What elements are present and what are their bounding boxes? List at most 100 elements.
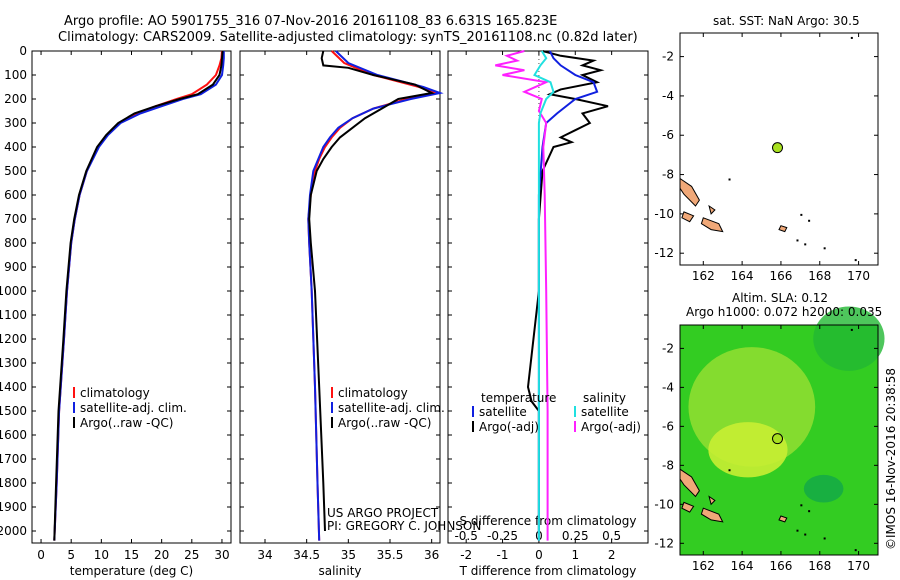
islet-dot	[823, 247, 826, 250]
island-shape	[700, 217, 724, 233]
depth-tick-label: 0	[19, 44, 27, 58]
islet-dot	[804, 243, 807, 246]
series-line-s-argo	[495, 50, 550, 541]
island-shape	[700, 507, 724, 523]
x-axis-label: salinity	[318, 564, 361, 578]
island-shape	[708, 204, 716, 215]
depth-tick-label: 600	[4, 188, 27, 202]
legend-title-salinity: salinity	[583, 391, 626, 405]
depth-tick-label: 400	[4, 140, 27, 154]
legend-label: Argo(..raw -QC)	[338, 416, 431, 430]
depth-tick-label: 1500	[0, 404, 27, 418]
depth-tick-label: 1900	[0, 500, 27, 514]
x-tick-label: 35	[341, 548, 356, 562]
map-frame-0	[679, 32, 879, 266]
x-tick-label: 34.5	[293, 548, 320, 562]
depth-tick-label: 100	[4, 68, 27, 82]
header-line1: Argo profile: AO 5901755_316 07-Nov-2016…	[64, 14, 558, 29]
map-x-tick-label: 168	[808, 559, 831, 573]
map-x-tick-label: 162	[692, 559, 715, 573]
island-shape	[778, 515, 788, 523]
map-y-tick-label: -10	[654, 207, 674, 221]
depth-tick-label: 1600	[0, 428, 27, 442]
islet-dot	[854, 549, 857, 552]
islet-dot	[850, 328, 853, 331]
s-tick-label: 0.25	[562, 529, 589, 543]
sla-field-peak	[708, 422, 788, 478]
legend-label: satellite	[581, 405, 629, 419]
legend-label: Argo(..raw -QC)	[80, 416, 173, 430]
series-line-t-argo	[526, 50, 609, 531]
depth-tick-label: 2000	[0, 524, 27, 538]
depth-tick-label: 1100	[0, 308, 27, 322]
map-y-tick-label: -12	[654, 246, 674, 260]
x-tick-label: 5	[67, 548, 75, 562]
map-x-tick-label: 164	[731, 269, 754, 283]
map-frame-1	[679, 324, 879, 556]
x-tick-label: 25	[184, 548, 199, 562]
x-tick-label: 0	[535, 548, 543, 562]
map-y-tick-label: -2	[662, 341, 674, 355]
islet-dot	[808, 219, 811, 222]
panel-frame-1	[239, 50, 441, 544]
island-shape	[681, 211, 695, 223]
s-tick-label: -0.25	[487, 529, 518, 543]
sst-map-title: sat. SST: NaN Argo: 30.5	[713, 14, 860, 28]
sla-map-title1: Altim. SLA: 0.12	[732, 291, 829, 305]
map-y-tick-label: -8	[662, 458, 674, 472]
depth-tick-label: 1000	[0, 284, 27, 298]
sla-map-title2: Argo h1000: 0.072 h2000: 0.035	[686, 305, 883, 319]
island-shape	[708, 495, 716, 506]
map-y-tick-label: -6	[662, 128, 674, 142]
island-shape	[679, 177, 700, 207]
series-line-s-satellite	[533, 50, 555, 541]
depth-tick-label: 500	[4, 164, 27, 178]
sla-field-low	[803, 474, 844, 503]
islet-dot	[850, 36, 853, 39]
x-axis-label: T difference from climatology	[459, 564, 637, 578]
depth-tick-label: 1400	[0, 380, 27, 394]
s-tick-label: 0.5	[602, 529, 621, 543]
s-tick-label: -0.5	[454, 529, 477, 543]
depth-tick-label: 700	[4, 212, 27, 226]
island-shape	[778, 225, 788, 233]
map-y-tick-label: -4	[662, 89, 674, 103]
argo-position-marker	[772, 433, 784, 445]
series-line-climatology	[53, 50, 223, 541]
legend-label: satellite-adj. clim.	[338, 401, 445, 415]
legend-label: Argo(-adj)	[479, 420, 539, 434]
map-y-tick-label: -12	[654, 536, 674, 550]
x-tick-label: 34	[257, 548, 272, 562]
series-line-climatology	[307, 50, 440, 541]
map-y-tick-label: -6	[662, 419, 674, 433]
map-x-tick-label: 168	[808, 269, 831, 283]
islet-dot	[796, 239, 799, 242]
islet-dot	[823, 537, 826, 540]
legend-label: satellite-adj. clim.	[80, 401, 187, 415]
depth-tick-label: 1200	[0, 332, 27, 346]
island-shape	[681, 501, 695, 513]
depth-tick-label: 200	[4, 92, 27, 106]
map-x-tick-label: 170	[847, 559, 870, 573]
x-tick-label: 0	[37, 548, 45, 562]
map-x-tick-label: 166	[769, 559, 792, 573]
islet-dot	[728, 469, 731, 472]
map-y-tick-label: -4	[662, 380, 674, 394]
pi-label: PI: GREGORY C. JOHNSON	[327, 519, 482, 533]
islet-dot	[800, 504, 803, 507]
x-tick-label: 20	[154, 548, 169, 562]
islet-dot	[796, 529, 799, 532]
legend-label: climatology	[80, 386, 150, 400]
islet-dot	[854, 259, 857, 262]
islet-dot	[728, 178, 731, 181]
islet-dot	[800, 213, 803, 216]
island-shape	[679, 468, 700, 498]
depth-tick-label: 300	[4, 116, 27, 130]
panel-frame-2	[447, 50, 649, 544]
legend-label: Argo(-adj)	[581, 420, 641, 434]
panel-frame-0	[31, 50, 232, 544]
project-label: US ARGO PROJECT	[327, 506, 439, 520]
x-tick-label: -2	[460, 548, 472, 562]
series-line-satellite	[53, 51, 225, 541]
